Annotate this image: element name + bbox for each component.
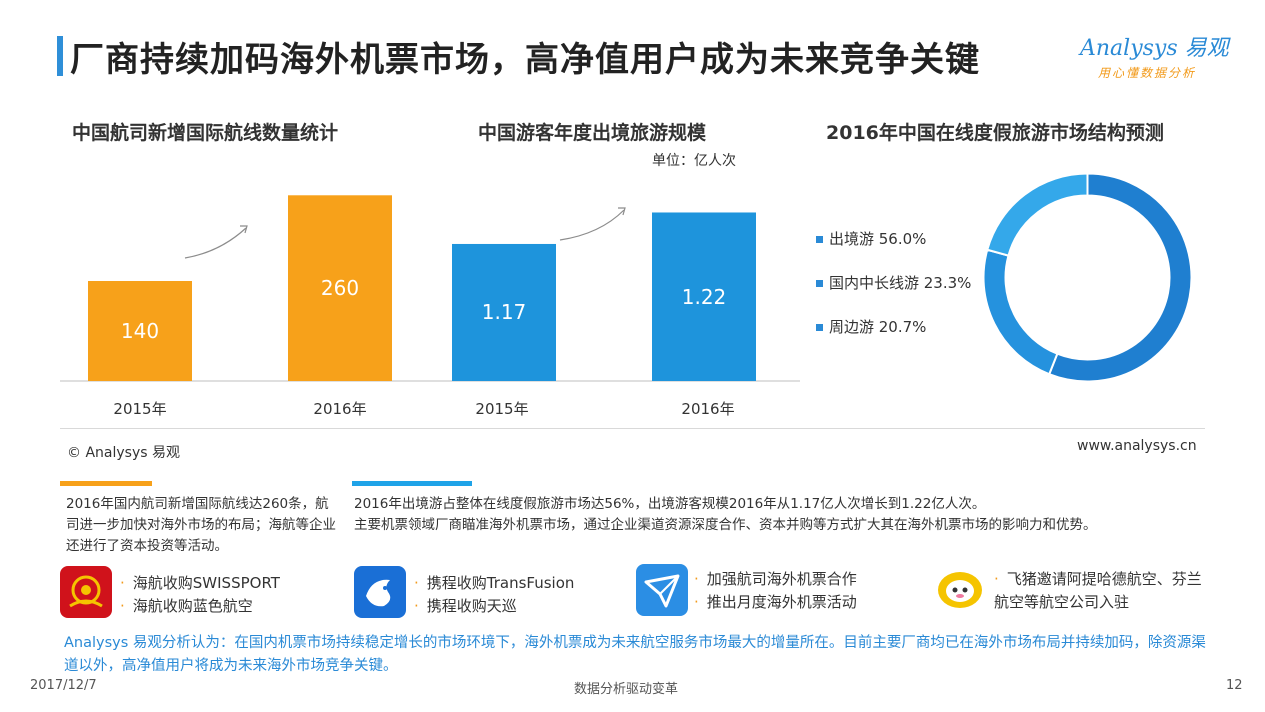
legend-marker [816,280,823,287]
legend-label: 周边游 20.7% [829,318,927,336]
donut-chart [982,172,1193,383]
brand-ctrip-line-2: · 携程收购天巡 [414,597,517,615]
description-right-line1: 2016年出境游占整体在线度假旅游市场达56%，出境游客规模2016年从1.17… [354,496,986,512]
growth-arrow-2 [559,209,625,241]
legend-marker [816,324,823,331]
blue-accent-line [352,481,472,486]
chart2-bar-2016 [652,212,756,381]
page-title: 厂商持续加码海外机票市场，高净值用户成为未来竞争关键 [70,40,980,80]
chart1-tick-2015: 2015年 [113,400,167,418]
brand-hna-text: · 海航收购SWISSPORT · 海航收购蓝色航空 [120,572,280,618]
donut-slice-2 [986,172,1089,257]
brand-hna-line-2: · 海航收购蓝色航空 [120,597,253,615]
hna-logo-icon [60,566,112,618]
ctrip-logo-icon [354,566,406,618]
brand-qunar-line-2: · 推出月度海外机票活动 [694,593,857,611]
chart2-title: 中国游客年度出境旅游规模 [478,122,707,144]
bar-charts-svg [60,195,800,382]
chart1-value-2016: 260 [320,276,360,301]
legend-label: 国内中长线游 23.3% [829,274,972,292]
chart2-unit: 单位：亿人次 [652,153,736,169]
chart2-tick-2016: 2016年 [681,400,735,418]
copyright-text: © Analysys 易观 [67,445,180,461]
legend-item-nearby: 周边游 20.7% [816,316,926,337]
description-right-line2: 主要机票领域厂商瞄准海外机票市场，通过企业渠道资源深度合作、资本并购等方式扩大其… [354,517,1097,533]
orange-accent-line [60,481,152,486]
donut-slice-0 [1047,172,1193,383]
growth-arrow-1-head [240,225,248,234]
chart1-tick-2016: 2016年 [313,400,367,418]
legend-label: 出境游 56.0% [829,230,927,248]
fliggy-logo-icon [938,572,982,608]
logo-slogan: 用心懂数据分析 [1098,66,1197,80]
brand-qunar-line-1: · 加强航司海外机票合作 [694,570,857,588]
footer-page-number: 12 [1226,678,1243,693]
chart2-value-2016: 1.22 [681,284,727,309]
chart1-bar-2015 [88,281,192,381]
chart2-bar-2015 [452,243,556,381]
chart1-title: 中国航司新增国际航线数量统计 [72,122,339,144]
chart2-value-2015: 1.17 [481,300,527,325]
brand-ctrip-text: · 携程收购TransFusion · 携程收购天巡 [414,572,574,618]
footer-slogan: 数据分析驱动变革 [574,682,679,697]
brand-fliggy-line-1: 飞猪邀请阿提哈德航空、芬兰航空等航空公司入驻 [994,570,1202,611]
title-accent-bar [57,36,63,76]
chart1-value-2015: 140 [120,319,160,343]
analyst-conclusion: Analysys 易观分析认为：在国内机票市场持续稳定增长的市场环境下，海外机票… [64,635,1206,674]
legend-item-outbound: 出境游 56.0% [816,228,926,249]
qunar-plane-logo-icon [636,564,688,616]
chart1-bar-2016 [288,195,392,381]
brand-ctrip-line-1: · 携程收购TransFusion [414,574,575,592]
logo-text: Analysys 易观 [1080,36,1229,61]
growth-arrow-1 [184,227,247,259]
chart2-tick-2015: 2015年 [475,400,529,418]
brand-qunar-text: · 加强航司海外机票合作 · 推出月度海外机票活动 [694,568,857,614]
source-url: www.analysys.cn [1077,438,1197,454]
legend-item-domestic-long: 国内中长线游 23.3% [816,272,971,293]
footer-date: 2017/12/7 [30,678,97,693]
description-left: 2016年国内航司新增国际航线达260条，航司进一步加快对海外市场的布局；海航等… [66,496,336,554]
analysys-logo: Analysys 易观 用心懂数据分析 [1080,30,1240,80]
legend-marker [816,236,823,243]
brand-hna-line-1: · 海航收购SWISSPORT [120,574,280,592]
growth-arrow-2-head [618,207,626,216]
donut-slice-1 [982,248,1059,376]
chart3-title: 2016年中国在线度假旅游市场结构预测 [826,122,1164,144]
source-divider [60,428,1205,429]
brand-fliggy-text: · 飞猪邀请阿提哈德航空、芬兰航空等航空公司入驻 [994,570,1202,611]
